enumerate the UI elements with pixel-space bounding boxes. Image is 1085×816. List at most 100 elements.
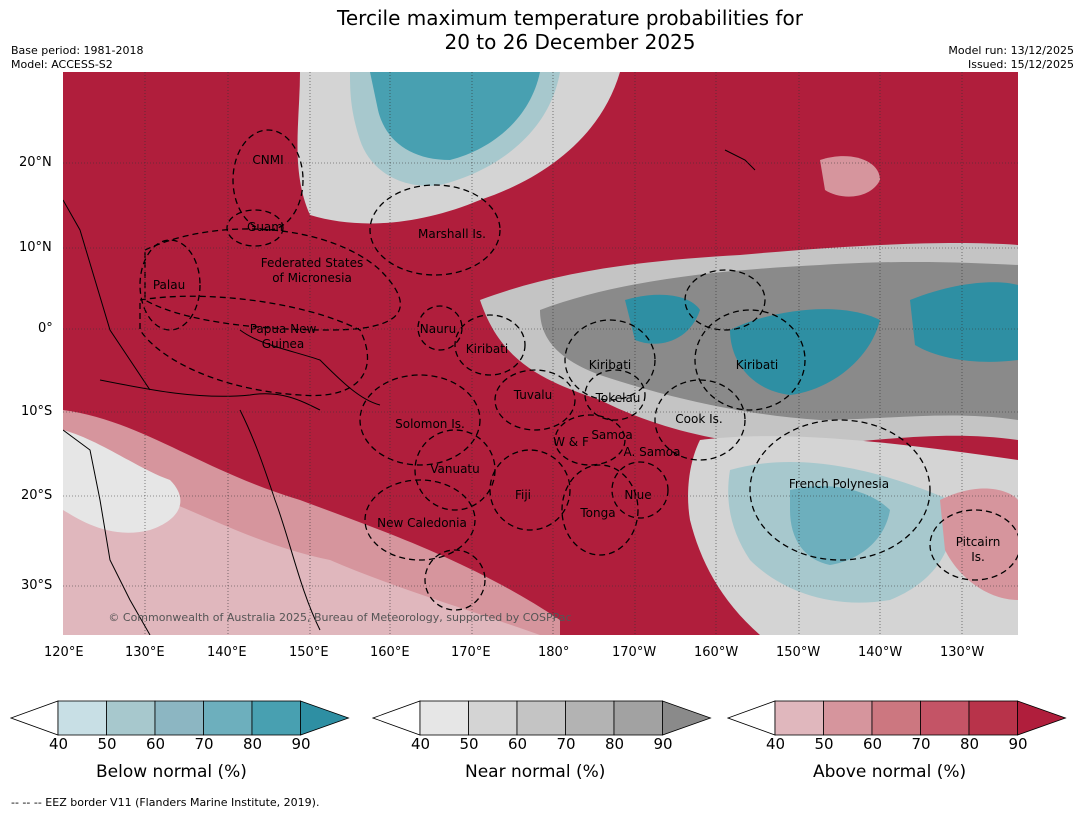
region-label: of Micronesia <box>272 271 352 285</box>
lon-label-130w: 130°W <box>940 645 985 660</box>
lon-label-130e: 130°E <box>125 645 165 660</box>
lat-label-20s: 20°S <box>21 488 53 503</box>
colorbar-tick: 70 <box>911 735 931 753</box>
region-label: Guinea <box>262 337 305 351</box>
colorbar-label-near: Near normal (%) <box>465 762 606 782</box>
model-name: Model: ACCESS-S2 <box>11 58 113 71</box>
lat-label-20n: 20°N <box>19 155 52 170</box>
region-label: Is. <box>971 550 985 564</box>
colorbar-tick: 40 <box>766 735 786 753</box>
colorbar-tick: 60 <box>508 735 528 753</box>
coastlines <box>63 149 756 635</box>
colorbar-tick: 80 <box>960 735 980 753</box>
colorbar-arrow-high <box>662 700 712 736</box>
region-label: CNMI <box>252 153 283 167</box>
colorbar-arrow-low <box>727 700 776 736</box>
colorbar-segment <box>823 700 873 736</box>
region-label: Samoa <box>591 428 632 442</box>
region-label: Kiribati <box>589 358 631 372</box>
below-normal-north-core <box>370 72 540 160</box>
region-label: New Caledonia <box>377 516 467 530</box>
region-label: Palau <box>153 278 185 292</box>
colorbar-segment <box>468 700 518 736</box>
region-label: Vanuatu <box>430 462 480 476</box>
colorbar-segment <box>774 700 824 736</box>
meta-right: Model run: 13/12/2025 Issued: 15/12/2025 <box>948 44 1074 72</box>
lon-label-160w: 160°W <box>694 645 739 660</box>
lon-label-140w: 140°W <box>858 645 903 660</box>
colorbar-segment <box>516 700 566 736</box>
colorbar-segment <box>57 700 107 736</box>
colorbar-tick: 70 <box>556 735 576 753</box>
colorbar-above-normal <box>727 700 1067 736</box>
colorbar-tick: 90 <box>291 735 311 753</box>
region-label: Pitcairn <box>956 535 1001 549</box>
region-label: Tonga <box>579 506 615 520</box>
colorbar-label-above: Above normal (%) <box>813 762 967 782</box>
chart-title: Tercile maximum temperature probabilitie… <box>0 6 1085 54</box>
region-label: A. Samoa <box>624 445 681 459</box>
colorbar-label-below: Below normal (%) <box>96 762 247 782</box>
colorbar-segment <box>106 700 156 736</box>
below-normal-southeast-core <box>790 486 890 565</box>
lon-label-150e: 150°E <box>289 645 329 660</box>
above-normal-pitcairn <box>940 488 1018 600</box>
colorbar-tick: 80 <box>605 735 625 753</box>
colorbar-segment <box>565 700 615 736</box>
below-normal-eq-1 <box>625 294 700 344</box>
colorbar-tick: 50 <box>459 735 479 753</box>
region-label: Nauru <box>420 322 456 336</box>
lon-label-150w: 150°W <box>776 645 821 660</box>
colorbar-tick: 90 <box>1008 735 1028 753</box>
region-label: Papua New <box>250 322 317 336</box>
colorbar-segment <box>968 700 1018 736</box>
region-label: Federated States <box>261 256 363 270</box>
issued-date: Issued: 15/12/2025 <box>967 58 1074 71</box>
meta-left: Base period: 1981-2018 Model: ACCESS-S2 <box>11 44 143 72</box>
colorbar-arrow-low <box>372 700 421 736</box>
colorbar-tick: 70 <box>194 735 214 753</box>
lat-label-10n: 10°N <box>19 240 52 255</box>
region-label: Guam <box>247 220 283 234</box>
lon-label-170e: 170°E <box>451 645 491 660</box>
base-period: Base period: 1981-2018 <box>11 44 144 57</box>
colorbar-tick: 60 <box>146 735 166 753</box>
region-label: Tuvalu <box>513 388 553 402</box>
region-label: Kiribati <box>466 342 508 356</box>
region-label: Marshall Is. <box>418 227 486 241</box>
lat-label-0: 0° <box>38 321 53 336</box>
colorbar-below-normal <box>10 700 350 736</box>
map-layers <box>63 72 1018 635</box>
colorbar-tick: 40 <box>49 735 69 753</box>
colorbar-segment <box>203 700 253 736</box>
below-normal-eq-3 <box>910 282 1018 362</box>
footer-eez-note: -- -- -- EEZ border V11 (Flanders Marine… <box>11 796 320 809</box>
above-normal-pale-ne <box>820 156 880 197</box>
title-line-2: 20 to 26 December 2025 <box>444 30 696 54</box>
region-label: Solomon Is. <box>395 417 465 431</box>
below-normal-eq-2 <box>730 309 880 395</box>
region-label: Niue <box>624 488 651 502</box>
lon-label-160e: 160°E <box>370 645 410 660</box>
colorbar-near-normal <box>372 700 712 736</box>
near-normal-west <box>63 430 181 533</box>
colorbar-segment <box>920 700 970 736</box>
colorbar-segment <box>871 700 921 736</box>
region-label: French Polynesia <box>789 477 889 491</box>
region-label: Cook Is. <box>675 412 722 426</box>
lat-label-30s: 30°S <box>21 578 53 593</box>
colorbar-arrow-high <box>1017 700 1067 736</box>
region-label: Fiji <box>515 488 531 502</box>
colorbar-segment <box>154 700 204 736</box>
colorbar-segment <box>419 700 469 736</box>
lon-label-180: 180° <box>538 645 570 660</box>
graticule <box>63 72 1018 635</box>
colorbar-arrow-low <box>10 700 59 736</box>
lon-label-120e: 120°E <box>44 645 84 660</box>
colorbar-segment <box>251 700 301 736</box>
eez-borders <box>139 129 1018 611</box>
lon-label-170w: 170°W <box>612 645 657 660</box>
colorbar-tick: 50 <box>97 735 117 753</box>
